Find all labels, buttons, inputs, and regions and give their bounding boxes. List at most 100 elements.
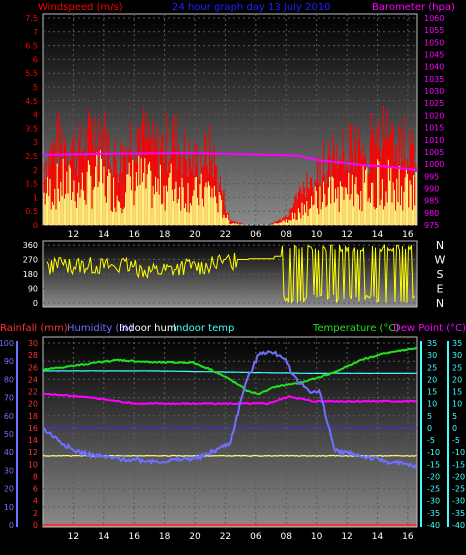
- temp-panel-axis-ticks: 0102030405060708090100024681012141618202…: [0, 339, 465, 530]
- compass-letter: N: [436, 239, 444, 252]
- temperature-tick-label: 0: [427, 424, 432, 433]
- rainfall-tick-label: 20: [4, 485, 14, 494]
- humidity-tick-label: 14: [28, 436, 38, 445]
- temperature-tick-label: -15: [427, 460, 440, 469]
- compass-letter: W: [435, 254, 446, 267]
- dewpoint-tick-label: 15: [452, 388, 462, 397]
- wind-x-tick-label: 14: [98, 230, 110, 240]
- humidity-tick-label: 10: [28, 460, 38, 469]
- dewpoint-tick-label: -20: [452, 472, 465, 481]
- barometer-tick-label: 1030: [424, 87, 444, 96]
- wind-x-tick-label: 16: [402, 230, 414, 240]
- barometer-tick-label: 1000: [424, 160, 444, 169]
- wind-x-tick-label: 12: [68, 230, 79, 240]
- windspeed-bars: [43, 105, 417, 225]
- dewpoint-tick-label: -25: [452, 485, 465, 494]
- temperature-tick-label: 5: [427, 412, 432, 421]
- dewpoint-tick-label: 5: [452, 412, 457, 421]
- direction-degree-label: 270: [23, 256, 38, 265]
- temperature-tick-label: 30: [427, 351, 437, 360]
- humidity-tick-label: 4: [33, 497, 38, 506]
- wind-x-tick-label: 16: [128, 230, 140, 240]
- barometer-tick-label: 1045: [424, 51, 444, 60]
- direction-degree-label: 180: [23, 270, 38, 279]
- windspeed-tick-label: 0.5: [25, 207, 38, 216]
- temperature-tick-label: -5: [427, 436, 435, 445]
- dewpoint-tick-label: 25: [452, 363, 462, 372]
- windspeed-tick-label: 4: [33, 111, 38, 120]
- windspeed-tick-label: 2: [33, 166, 38, 175]
- temp-x-tick-label: 08: [281, 532, 293, 542]
- windspeed-tick-label: 5: [33, 83, 38, 92]
- barometer-series-line: [42, 152, 418, 172]
- dewpoint-tick-label: 0: [452, 424, 457, 433]
- temp-x-tick-label: 14: [372, 532, 384, 542]
- rainfall-tick-label: 10: [4, 503, 14, 512]
- wind-x-tick-label: 14: [372, 230, 384, 240]
- barometer-tick-label: 1025: [424, 99, 444, 108]
- barometer-tick-label: 1020: [424, 111, 444, 120]
- rainfall-tick-label: 50: [4, 430, 14, 439]
- humidity-tick-label: 2: [33, 509, 38, 518]
- temp-x-tick-label: 12: [341, 532, 352, 542]
- dewpoint-axis-label: Dew Point (°C): [393, 323, 466, 334]
- rainfall-tick-label: 80: [4, 375, 14, 384]
- wind-panel-x-ticks: 12 14 16 18 20 22 06 08 10 12 14 16: [68, 230, 414, 240]
- windspeed-tick-label: 6: [33, 55, 38, 64]
- temp-x-tick-label: 10: [311, 532, 323, 542]
- humidity-tick-label: 28: [28, 351, 38, 360]
- wind-x-tick-label: 22: [220, 230, 231, 240]
- rainfall-axis-label: Rainfall (mm): [0, 323, 68, 334]
- barometer-tick-label: 1060: [424, 14, 444, 23]
- temp-x-tick-label: 20: [189, 532, 201, 542]
- temp-panel-background: [42, 336, 418, 528]
- rainfall-tick-label: 100: [0, 339, 14, 348]
- dewpoint-tick-label: -15: [452, 460, 465, 469]
- barometer-tick-label: 1050: [424, 38, 444, 47]
- temperature-tick-label: -35: [427, 509, 440, 518]
- temp-x-tick-label: 14: [98, 532, 110, 542]
- windspeed-tick-label: 6.5: [25, 42, 38, 51]
- graph-title: 24 hour graph day 13 July 2010: [172, 2, 331, 13]
- temp-x-tick-label: 06: [250, 532, 262, 542]
- dewpoint-tick-label: -30: [452, 497, 465, 506]
- windspeed-axis-label: Windspeed (m/s): [38, 2, 123, 13]
- temperature-tick-label: -20: [427, 472, 440, 481]
- barometer-axis-ticks: 975 980 985 990 995 1000 1005 1010 1015 1020 1025 1…: [424, 14, 444, 230]
- compass-letter: S: [437, 268, 444, 281]
- compass-letter: N: [436, 297, 444, 310]
- dewpoint-tick-label: 35: [452, 339, 462, 348]
- direction-degree-ticks: 0 90 180 270 360: [23, 241, 38, 308]
- temp-x-tick-label: 16: [402, 532, 414, 542]
- barometer-line: [42, 152, 418, 172]
- temperature-line: [42, 346, 418, 396]
- humidity-tick-label: 22: [28, 388, 38, 397]
- humidity-tick-label: 6: [33, 485, 38, 494]
- dewpoint-tick-label: 30: [452, 351, 462, 360]
- indoor-hum-label: Indoor hum: [119, 323, 177, 334]
- temperature-tick-label: 15: [427, 388, 437, 397]
- dewpoint-line: [42, 392, 417, 406]
- temperature-tick-label: -30: [427, 497, 440, 506]
- barometer-tick-label: 995: [424, 172, 439, 181]
- humidity-line: [42, 350, 418, 470]
- temp-x-tick-label: 16: [128, 532, 140, 542]
- direction-degree-label: 360: [23, 241, 38, 250]
- humidity-axis-label: Humidity (%): [67, 323, 133, 334]
- temperature-tick-label: 25: [427, 363, 437, 372]
- dewpoint-tick-label: 20: [452, 375, 462, 384]
- barometer-tick-label: 985: [424, 197, 439, 206]
- humidity-tick-label: 16: [28, 424, 38, 433]
- temp-panel-x-ticks: 12 14 16 18 20 22 06 08 10 12 14 16: [68, 532, 414, 542]
- windspeed-tick-label: 7.5: [25, 14, 38, 23]
- compass-letter: E: [437, 283, 444, 296]
- temp-panel-series: [42, 346, 418, 526]
- barometer-tick-label: 980: [424, 209, 439, 218]
- wind-x-tick-label: 06: [250, 230, 262, 240]
- windspeed-tick-label: 5.5: [25, 69, 38, 78]
- temperature-tick-label: 20: [427, 375, 437, 384]
- windspeed-tick-label: 7: [33, 28, 38, 37]
- barometer-axis-label: Barometer (hpa): [372, 2, 455, 13]
